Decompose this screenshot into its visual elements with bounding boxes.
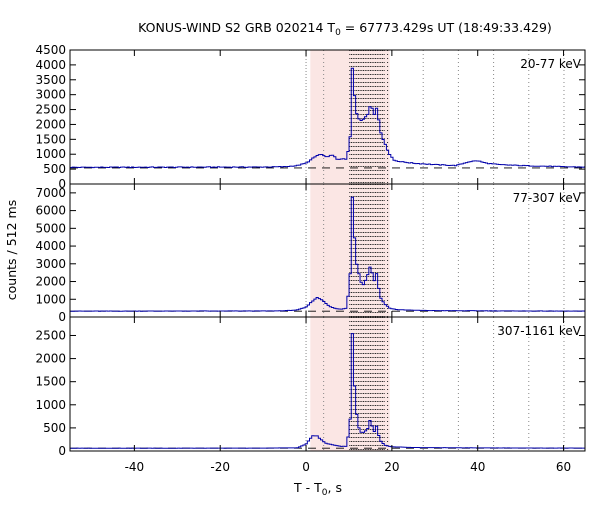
y-tick-label: 2000 [35, 117, 66, 131]
light-curve-series [70, 196, 585, 312]
panel-frame [69, 316, 586, 452]
y-tick-label: 0 [58, 444, 66, 458]
x-tick-label: 60 [556, 460, 571, 474]
x-axis-label: T - T0, s [293, 480, 342, 498]
x-tick-label: -20 [210, 460, 230, 474]
light-curve-series [70, 333, 585, 449]
y-tick-label: 7000 [35, 186, 66, 200]
y-tick-label: 3000 [35, 88, 66, 102]
y-tick-label: 2000 [35, 275, 66, 289]
highlight-band [310, 317, 390, 451]
highlight-band [310, 184, 390, 317]
y-tick-label: 4000 [35, 58, 66, 72]
y-tick-label: 3000 [35, 257, 66, 271]
y-tick-label: 3500 [35, 73, 66, 87]
y-tick-label: 2500 [35, 103, 66, 117]
highlight-band [310, 50, 390, 184]
y-tick-label: 4500 [35, 43, 66, 57]
y-tick-label: 0 [58, 310, 66, 324]
x-tick-label: 0 [302, 460, 310, 474]
y-tick-label: 500 [43, 162, 66, 176]
energy-band-label: 20-77 keV [520, 57, 582, 71]
y-tick-label: 6000 [35, 204, 66, 218]
y-axis-label: counts / 512 ms [4, 200, 19, 300]
x-tick-label: 20 [384, 460, 399, 474]
panel-2: 0 1000 2000 3000 4000 5000 6000 7000 77-307 keV [35, 183, 586, 324]
light-curve-series [70, 67, 585, 169]
y-tick-label: 5000 [35, 221, 66, 235]
x-tick-label: -40 [125, 460, 145, 474]
y-tick-label: 2000 [35, 352, 66, 366]
x-tick-label: 40 [470, 460, 485, 474]
energy-band-label: 307-1161 keV [497, 324, 581, 338]
panel-3: 0 500 1000 1500 2000 2500 307-1161 keV [35, 316, 586, 458]
y-tick-label: 1000 [35, 398, 66, 412]
chart-title: KONUS-WIND S2 GRB 020214 T0 = 67773.429s… [138, 20, 552, 38]
y-tick-label: 4000 [35, 239, 66, 253]
y-tick-label: 1500 [35, 132, 66, 146]
y-tick-label: 2500 [35, 328, 66, 342]
y-tick-label: 0 [58, 177, 66, 191]
y-tick-label: 1500 [35, 375, 66, 389]
y-tick-label: 1000 [35, 147, 66, 161]
energy-band-label: 77-307 keV [513, 191, 582, 205]
y-tick-label: 1000 [35, 292, 66, 306]
y-tick-label: 500 [43, 421, 66, 435]
